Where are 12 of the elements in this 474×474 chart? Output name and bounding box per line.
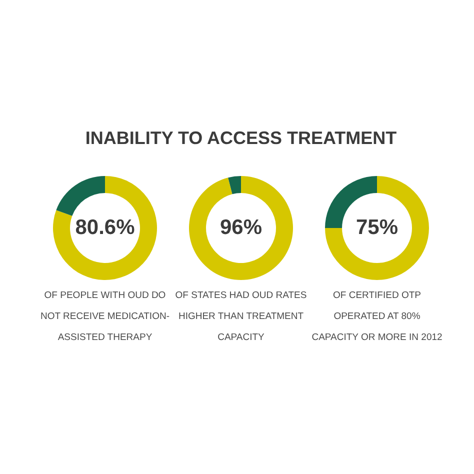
data-label: 96%: [220, 216, 262, 239]
data-label: 75%: [356, 216, 398, 239]
text: OF STATES HAD OUD RATES HIGHER THAN TREATMENT CAPACITY: [175, 290, 307, 343]
donut-slice: [325, 176, 429, 280]
donut-slice: [56, 176, 105, 216]
text: OF PEOPLE WITH OUD DO NOT RECEIVE MEDICATION- ASSISTED THERAPY: [40, 290, 170, 343]
donut-slice: [53, 176, 157, 280]
text: INABILITY TO ACCESS TREATMENT: [85, 128, 397, 148]
donut-slice: [189, 176, 293, 280]
donut-slice: [228, 176, 241, 194]
data-label: 80.6%: [75, 216, 136, 239]
text: OF CERTIFIED OTP OPERATED AT 80% CAPACITY OR MORE IN 2012: [312, 290, 442, 343]
